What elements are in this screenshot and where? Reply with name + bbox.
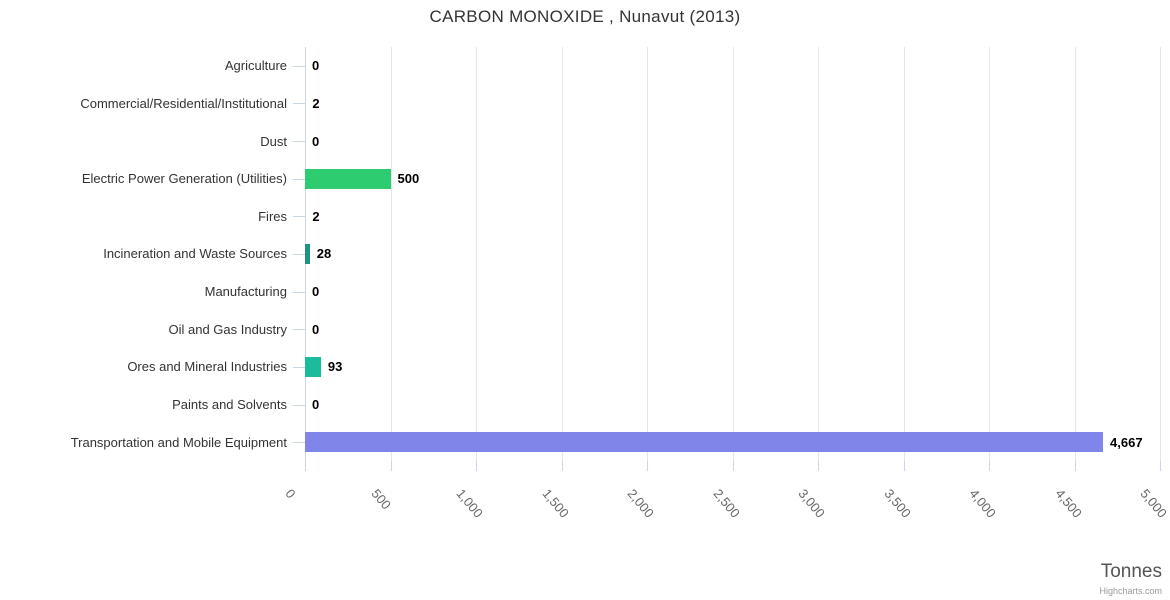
category-tick xyxy=(293,254,305,255)
x-axis-tick xyxy=(1160,461,1161,471)
gridline xyxy=(1160,47,1161,461)
value-label: 2 xyxy=(312,208,320,224)
x-tick-label: 500 xyxy=(368,486,394,513)
value-label: 4,667 xyxy=(1110,434,1143,450)
gridline xyxy=(989,47,990,461)
x-tick-label: 0 xyxy=(282,486,299,502)
x-tick-label: 4,000 xyxy=(966,486,999,521)
gridline xyxy=(1074,47,1076,461)
category-label: Transportation and Mobile Equipment xyxy=(70,434,287,450)
value-label: 0 xyxy=(312,321,320,337)
chart-title: CARBON MONOXIDE , Nunavut (2013) xyxy=(429,7,741,26)
category-label: Agriculture xyxy=(224,58,287,74)
category-tick xyxy=(293,442,305,444)
x-axis-tick xyxy=(989,461,990,471)
x-tick-label: 3,500 xyxy=(881,486,914,521)
gridline xyxy=(732,47,734,461)
x-axis-tick xyxy=(476,461,477,471)
value-label: 500 xyxy=(397,171,420,187)
category-tick xyxy=(293,216,305,218)
value-label: 93 xyxy=(327,359,343,375)
x-tick-label: 1,000 xyxy=(453,486,486,521)
x-tick-label: 4,500 xyxy=(1052,486,1085,521)
value-label: 0 xyxy=(312,397,320,413)
gridline xyxy=(903,47,905,461)
x-axis-tick xyxy=(390,461,392,471)
x-tick-label: 2,000 xyxy=(624,486,657,521)
bar-ores-and-mineral-industries[interactable] xyxy=(305,356,321,377)
category-tick xyxy=(293,329,305,331)
x-axis-title: Tonnes xyxy=(1100,561,1162,582)
x-tick-label: 1,500 xyxy=(539,486,572,521)
category-label: Manufacturing xyxy=(204,284,287,300)
value-label: 28 xyxy=(316,246,332,262)
x-tick-label: 2,500 xyxy=(710,486,743,521)
x-axis-tick xyxy=(732,461,734,471)
category-label: Oil and Gas Industry xyxy=(168,321,288,337)
gridline xyxy=(647,47,648,461)
x-axis-tick xyxy=(561,461,563,471)
category-tick xyxy=(293,404,305,406)
x-axis-tick xyxy=(1074,461,1076,471)
category-label: Dust xyxy=(260,133,287,149)
gridline xyxy=(561,47,563,461)
category-tick xyxy=(293,141,305,143)
gridline xyxy=(818,47,819,461)
x-tick-label: 3,000 xyxy=(795,486,828,521)
category-tick xyxy=(293,366,305,368)
category-label: Ores and Mineral Industries xyxy=(127,359,287,375)
x-tick-label: 5,000 xyxy=(1137,486,1170,521)
x-axis-tick xyxy=(903,461,905,471)
value-label: 2 xyxy=(312,95,320,111)
x-axis-tick xyxy=(647,461,648,471)
category-label: Electric Power Generation (Utilities) xyxy=(81,171,287,187)
x-axis-tick xyxy=(818,461,819,471)
x-axis-tick xyxy=(305,461,306,471)
plot-area: 0 2 0 500 2 28 0 0 93 0 4,667 xyxy=(305,47,1161,461)
value-label: 0 xyxy=(312,284,320,300)
category-label: Paints and Solvents xyxy=(172,397,287,413)
category-label: Incineration and Waste Sources xyxy=(103,246,287,262)
category-tick xyxy=(293,103,305,105)
bar-transportation-and-mobile-equipment[interactable] xyxy=(305,432,1104,453)
bar-incineration-and-waste-sources[interactable] xyxy=(305,244,310,264)
category-tick xyxy=(293,291,305,293)
category-label: Commercial/Residential/Institutional xyxy=(80,95,287,111)
value-label: 0 xyxy=(312,133,320,149)
value-label: 0 xyxy=(312,58,320,74)
highcharts-credits-link[interactable]: Highcharts.com xyxy=(1099,586,1162,596)
category-label: Fires xyxy=(258,208,287,224)
gridline xyxy=(476,47,477,461)
bar-electric-power-generation-utilities-[interactable] xyxy=(305,168,391,189)
category-tick xyxy=(293,178,305,180)
category-tick xyxy=(293,65,305,67)
gridline xyxy=(390,47,392,461)
